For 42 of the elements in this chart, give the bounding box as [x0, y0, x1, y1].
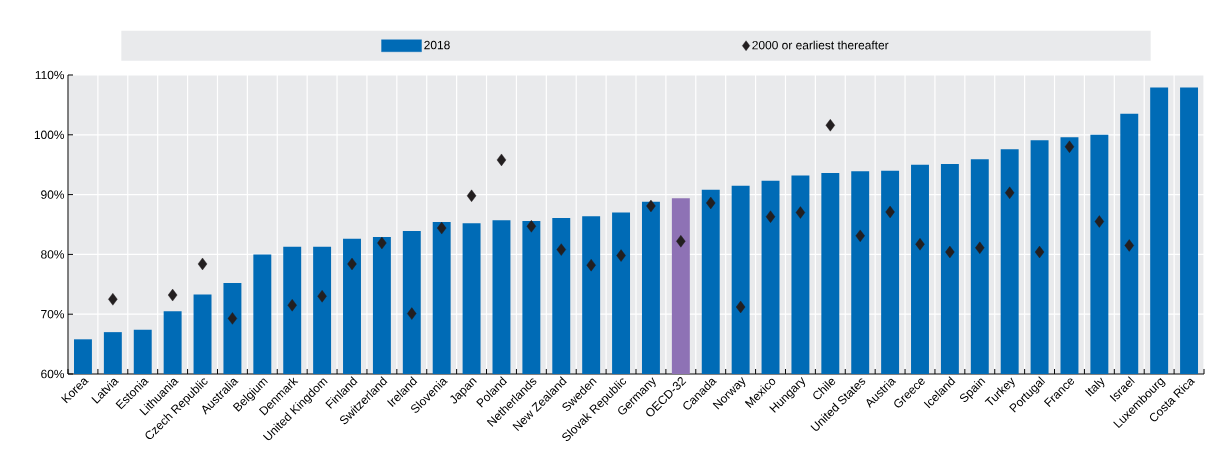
point	[945, 245, 955, 259]
point	[556, 243, 566, 256]
point	[1094, 215, 1105, 228]
point	[885, 205, 895, 219]
legend-label: 2000 or earliest thereafter	[752, 40, 889, 50]
point	[317, 290, 327, 303]
point	[765, 210, 776, 223]
point	[975, 241, 985, 254]
point	[1034, 245, 1045, 259]
point	[108, 293, 118, 306]
point	[1064, 140, 1075, 153]
point	[706, 196, 716, 210]
point	[496, 153, 507, 167]
point	[466, 189, 477, 202]
point	[287, 299, 297, 312]
point	[795, 206, 806, 219]
point	[197, 257, 208, 271]
point	[915, 238, 925, 251]
legend-label: 2018	[424, 40, 450, 50]
point	[616, 249, 626, 262]
point	[526, 220, 537, 233]
point	[676, 235, 686, 248]
y-tick-label: 90%	[41, 190, 65, 199]
point	[855, 229, 865, 243]
point	[825, 119, 835, 132]
point	[377, 236, 387, 250]
point	[407, 307, 417, 320]
y-tick-label: 80%	[41, 250, 65, 259]
y-tick-label: 100%	[34, 130, 65, 140]
point	[227, 312, 238, 325]
point	[167, 288, 178, 302]
point	[1005, 186, 1015, 199]
y-tick-label: 110%	[35, 70, 65, 80]
y-tick-label: 70%	[41, 309, 65, 319]
point	[646, 199, 656, 213]
point	[1124, 239, 1134, 252]
x-tick-label: Italy	[1084, 377, 1105, 397]
point	[586, 258, 596, 272]
point	[437, 221, 447, 235]
y-tick-label: 60%	[41, 369, 65, 379]
point	[735, 300, 746, 314]
point	[347, 257, 357, 271]
